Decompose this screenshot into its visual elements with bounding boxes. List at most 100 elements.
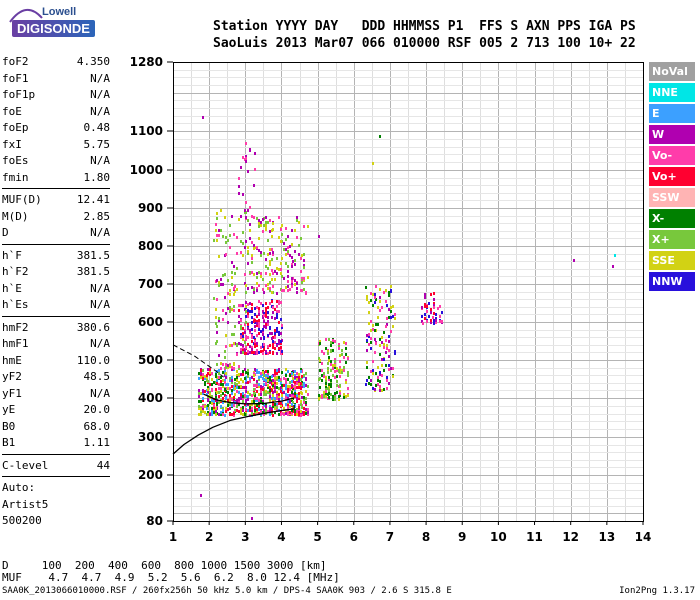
echo-point [265,374,267,377]
echo-point [287,397,289,400]
echo-point [301,254,303,257]
echo-point [294,404,296,407]
echo-point [338,395,340,398]
echo-point [269,376,271,379]
echo-point [280,413,282,416]
echo-point [269,395,271,398]
echo-point [375,384,377,387]
echo-point [289,405,291,408]
echo-point [245,321,247,324]
echo-point [200,413,202,416]
echo-point [285,238,287,241]
echo-point [276,316,278,319]
echo-point [334,366,336,369]
echo-point [247,336,249,339]
x-tick-label: 14 [635,530,652,544]
echo-point [294,370,296,373]
echo-point [301,277,303,280]
echo-point [271,337,273,340]
echo-point [260,400,262,403]
echo-point [224,370,226,373]
legend-item-x: X- [649,209,695,228]
echo-point [272,340,274,343]
echo-point [218,372,220,375]
param-label: foF1p [2,88,36,101]
echo-point [386,317,388,320]
echo-point [271,332,273,335]
echo-point [218,369,220,372]
echo-point [263,348,265,351]
echo-point [256,322,258,325]
echo-point [377,376,379,379]
echo-point [334,358,336,361]
echo-point [296,408,298,411]
echo-point [345,342,347,345]
echo-point [254,152,256,155]
param-value: 110.0 [76,353,110,367]
y-tick-label: 400 [138,391,163,405]
echo-point [437,307,439,310]
echo-point [251,316,253,319]
echo-point [262,333,264,336]
echo-point [347,387,349,390]
echo-point [265,225,267,228]
echo-point [276,310,278,313]
echo-point [343,369,345,372]
echo-point [370,299,372,302]
echo-point [276,300,278,303]
echo-point [379,353,381,356]
echo-point [234,325,236,328]
echo-point [307,393,309,396]
echo-point [207,398,209,401]
echo-point [218,387,220,390]
echo-point [258,332,260,335]
echo-point [213,239,215,242]
echo-point [300,270,302,273]
echo-point [305,401,307,404]
echo-point [287,280,289,283]
echo-point [267,410,269,413]
param-value: 48.5 [83,370,111,383]
echo-point [265,377,267,380]
echo-point [296,216,298,219]
echo-point [296,378,298,381]
echo-point [274,308,276,311]
echo-point [238,177,240,180]
echo-point [263,312,265,315]
echo-point [267,391,269,394]
echo-point [287,411,289,414]
echo-point [386,379,388,382]
echo-point [262,371,264,374]
echo-point [325,395,327,398]
echo-point [240,336,242,339]
echo-point [240,385,242,388]
echo-point [294,259,296,262]
echo-point [231,379,233,382]
echo-point [236,405,238,408]
echo-point [242,327,244,330]
echo-point [253,374,255,377]
echo-point [222,397,224,400]
echo-point [379,338,381,341]
echo-point [207,368,209,371]
echo-point [227,404,229,407]
echo-outlier [251,517,253,520]
echo-point [323,372,325,375]
echo-point [236,390,238,393]
echo-point [202,405,204,408]
echo-point [263,393,265,396]
echo-point [256,246,258,249]
echo-point [229,289,231,292]
echo-point [218,317,220,320]
echo-point [256,382,258,385]
echo-point [388,308,390,311]
echo-point [272,403,274,406]
echo-point [269,326,271,329]
echo-point [247,209,249,212]
echo-point [229,413,231,416]
echo-point [307,411,309,414]
echo-point [289,254,291,257]
echo-point [198,400,200,403]
echo-point [238,185,240,188]
echo-point [272,253,274,256]
